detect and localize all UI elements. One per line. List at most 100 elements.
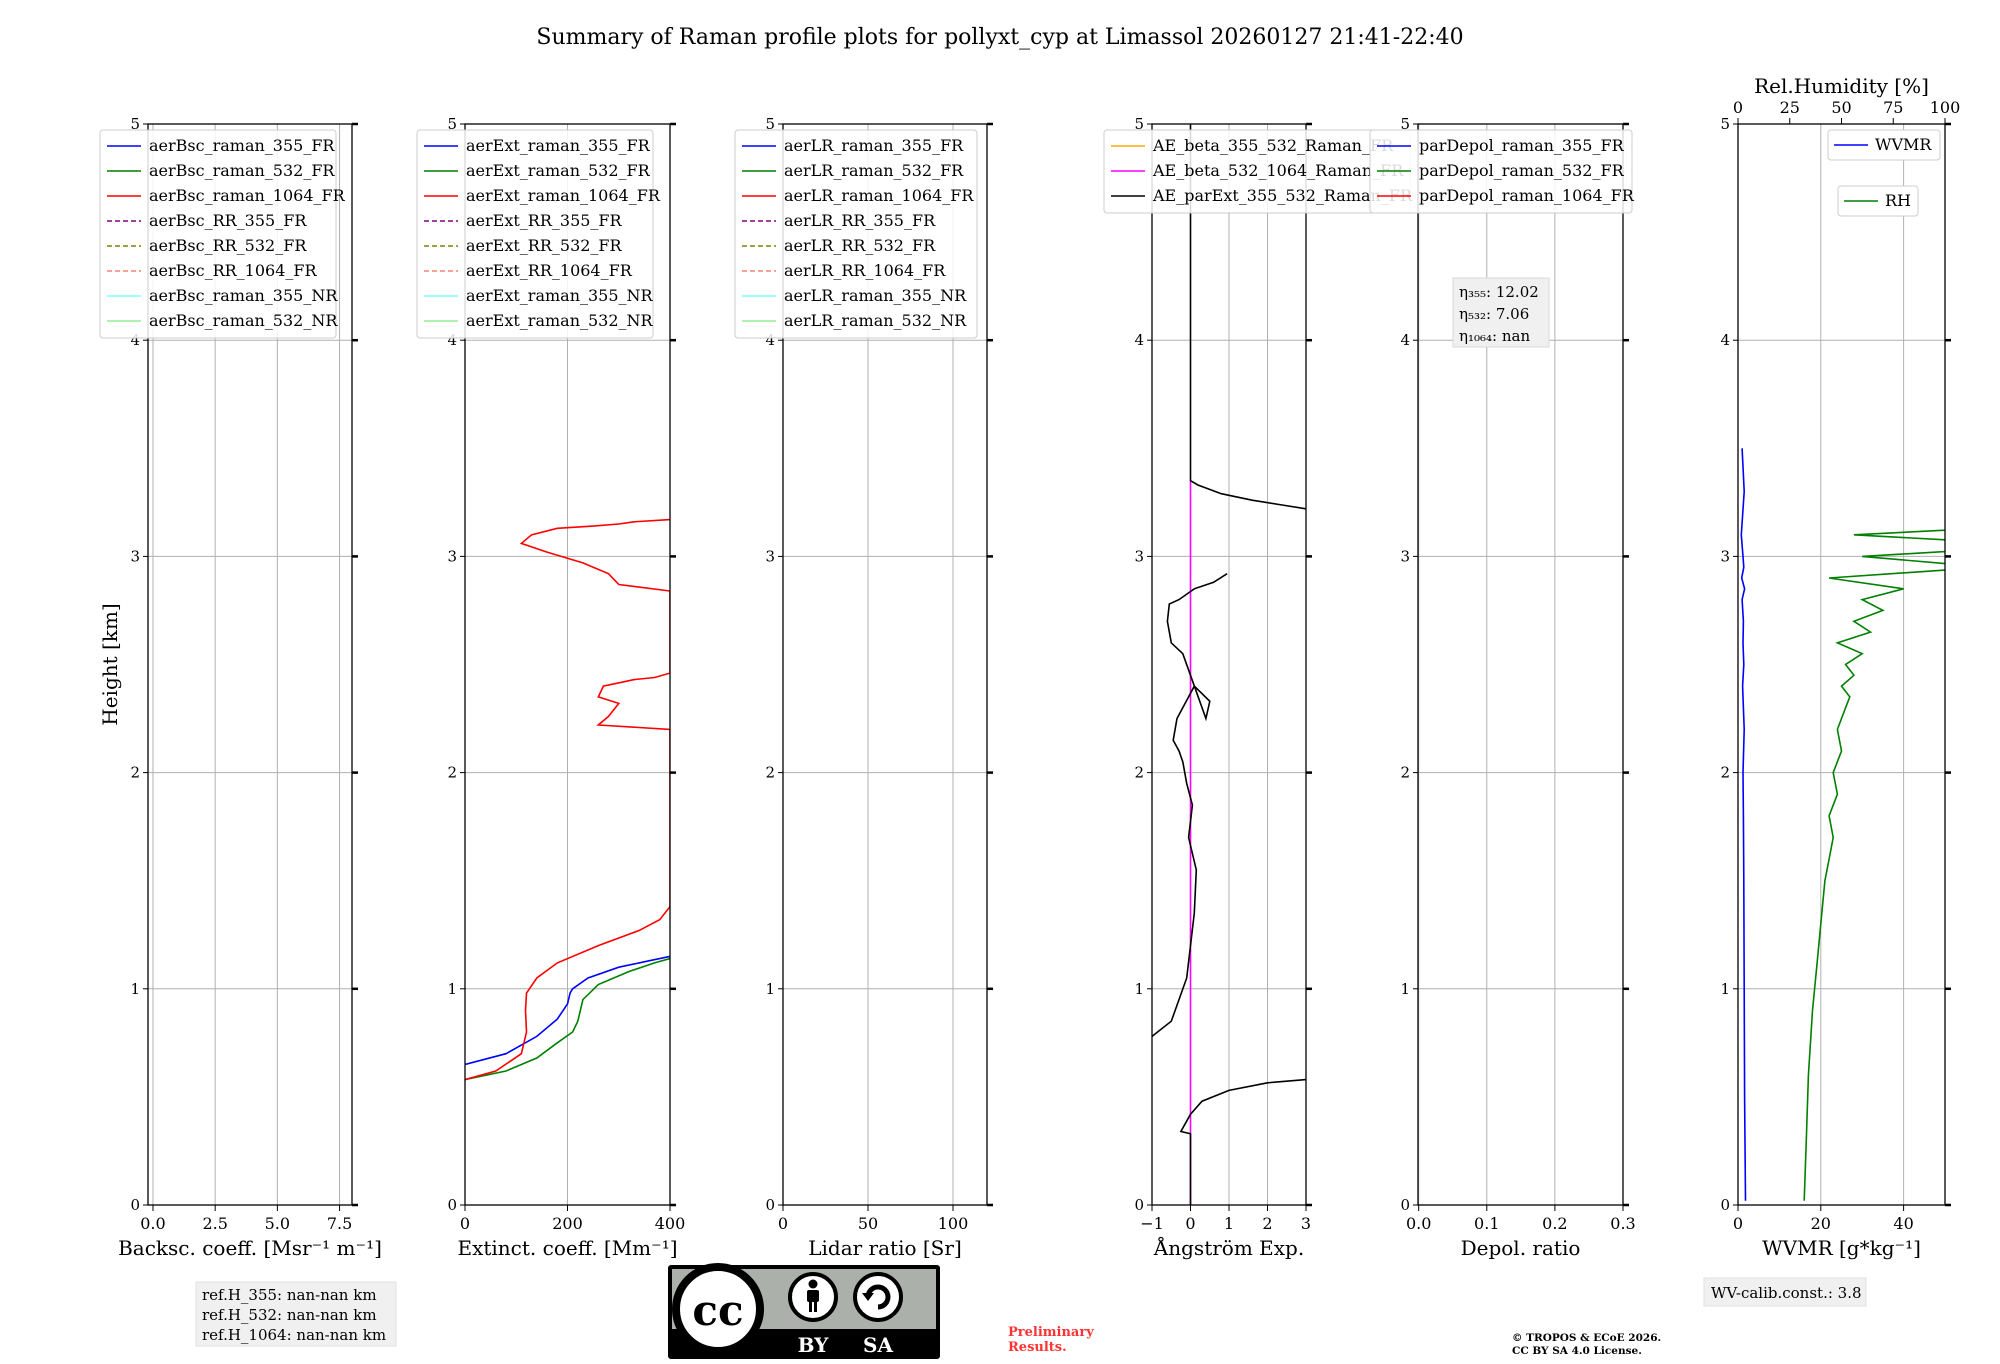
legend-label: aerLR_RR_532_FR bbox=[784, 236, 936, 255]
y-tick-label: 1 bbox=[765, 980, 775, 998]
y-tick-label: 5 bbox=[130, 115, 140, 133]
eta-box: η₃₅₅: 12.02 η₅₃₂: 7.06 η₁₀₆₄: nan bbox=[1452, 277, 1550, 348]
legend-label: AE_beta_355_532_Raman_FR bbox=[1152, 136, 1394, 155]
y-tick-label: 4 bbox=[1720, 331, 1730, 349]
wv-calib-text: WV-calib.const.: 3.8 bbox=[1711, 1284, 1862, 1302]
legend: AE_beta_355_532_Raman_FR AE_beta_532_1064… bbox=[1103, 129, 1413, 214]
series-line-AE_parExt_355_532_Raman_FR bbox=[1152, 573, 1228, 1038]
cc-logo-text: cc bbox=[692, 1286, 743, 1335]
by-person-icon bbox=[788, 1272, 838, 1322]
series-line-aerExt_raman_1064_FR bbox=[465, 518, 670, 1081]
legend-label: aerLR_raman_532_NR bbox=[784, 311, 967, 330]
legend-label: parDepol_raman_532_FR bbox=[1419, 161, 1625, 180]
y-axis-label: Height [km] bbox=[98, 603, 122, 725]
y-tick-label: 1 bbox=[447, 980, 457, 998]
eta-532-text: η₅₃₂: 7.06 bbox=[1459, 305, 1529, 323]
y-tick-label: 4 bbox=[1134, 331, 1144, 349]
y-tick-label: 3 bbox=[1400, 547, 1410, 565]
series-line-AE_parExt_355_532_Raman_FR bbox=[1179, 1078, 1306, 1205]
share-alike-icon bbox=[853, 1272, 903, 1322]
x-tick-label: 0.3 bbox=[1610, 1214, 1635, 1233]
panel-wv: 0 20 40 0 1 2 3 4 5 WVMR [g*kg⁻¹] 0 25 50 75 100Rel.Hu… bbox=[1720, 74, 1960, 1260]
cc-logo-icon bbox=[672, 1263, 764, 1355]
y-tick-label: 3 bbox=[447, 547, 457, 565]
x-tick-label: 50 bbox=[858, 1214, 878, 1233]
ref-h-532: ref.H_532: nan-nan km bbox=[202, 1306, 377, 1324]
series-line-aerExt_raman_532_FR bbox=[465, 957, 670, 1081]
y-tick-label: 2 bbox=[1400, 764, 1410, 782]
legend-label: WVMR bbox=[1875, 135, 1932, 154]
top-x-axis-label: Rel.Humidity [%] bbox=[1754, 74, 1929, 98]
axes-frame bbox=[147, 123, 353, 1206]
x-tick-label: 7.5 bbox=[327, 1214, 352, 1233]
legend-label: aerBsc_RR_355_FR bbox=[149, 211, 307, 230]
y-tick-label: 3 bbox=[130, 547, 140, 565]
y-tick-label: 4 bbox=[1400, 331, 1410, 349]
x-tick-label: 40 bbox=[1893, 1214, 1913, 1233]
legend-label: aerBsc_raman_355_FR bbox=[149, 136, 335, 155]
axes-frame bbox=[1737, 123, 1946, 1206]
panel-lr: 0 50 100 0 1 2 3 4 5 Lidar ratio [Sr] aerLR_raman_… bbox=[734, 115, 993, 1260]
legend-label: aerLR_RR_355_FR bbox=[784, 211, 936, 230]
x-tick-label: 400 bbox=[655, 1214, 686, 1233]
y-tick-label: 4 bbox=[447, 331, 457, 349]
top-x-tick-label: 75 bbox=[1883, 98, 1903, 117]
legend-label: aerExt_raman_532_NR bbox=[466, 311, 654, 330]
copyright-line2: CC BY SA 4.0 License. bbox=[1512, 1345, 1642, 1357]
y-tick-label: 3 bbox=[1134, 547, 1144, 565]
eta-1064-text: η₁₀₆₄: nan bbox=[1459, 327, 1530, 345]
x-tick-label: −1 bbox=[1140, 1214, 1164, 1233]
y-tick-label: 2 bbox=[765, 764, 775, 782]
y-tick-label: 5 bbox=[1400, 115, 1410, 133]
x-tick-label: 1 bbox=[1224, 1214, 1234, 1233]
legend-label: aerLR_raman_355_NR bbox=[784, 286, 967, 305]
preliminary-line2: Results. bbox=[1008, 1340, 1067, 1355]
series-line-AE_parExt_355_532_Raman_FR bbox=[1189, 124, 1306, 510]
y-tick-label: 2 bbox=[447, 764, 457, 782]
series-line-WVMR bbox=[1740, 448, 1747, 1201]
legend-label: aerExt_RR_532_FR bbox=[466, 236, 623, 255]
y-tick-label: 0 bbox=[130, 1196, 140, 1214]
eta-355-text: η₃₅₅: 12.02 bbox=[1459, 283, 1539, 301]
wv-calib-box: WV-calib.const.: 3.8 bbox=[1703, 1277, 1867, 1307]
reference-height-box: ref.H_355: nan-nan km ref.H_532: nan-nan… bbox=[195, 1281, 397, 1347]
panel-ext: 0 200 400 0 1 2 3 4 5 Extinct. coeff. [Mm⁻¹] aerEx… bbox=[416, 115, 686, 1260]
y-tick-label: 0 bbox=[765, 1196, 775, 1214]
legend-label: aerBsc_raman_532_NR bbox=[149, 311, 338, 330]
y-tick-label: 5 bbox=[1134, 115, 1144, 133]
y-tick-label: 5 bbox=[447, 115, 457, 133]
legend-label: aerLR_raman_1064_FR bbox=[784, 186, 974, 205]
y-tick-label: 0 bbox=[1400, 1196, 1410, 1214]
x-tick-label: 0.1 bbox=[1474, 1214, 1499, 1233]
legend-label: aerLR_RR_1064_FR bbox=[784, 261, 946, 280]
y-tick-label: 2 bbox=[130, 764, 140, 782]
y-tick-label: 4 bbox=[765, 331, 775, 349]
x-tick-label: 5.0 bbox=[265, 1214, 290, 1233]
x-tick-label: 0.0 bbox=[140, 1214, 165, 1233]
legend-label: aerExt_raman_1064_FR bbox=[466, 186, 661, 205]
y-tick-label: 0 bbox=[1720, 1196, 1730, 1214]
axes-frame bbox=[1417, 123, 1624, 1206]
y-tick-label: 2 bbox=[1134, 764, 1144, 782]
legend: aerLR_raman_355_FR aerLR_raman_532_FR aerL… bbox=[734, 129, 978, 339]
sa-label: SA bbox=[863, 1333, 893, 1357]
legend-label: RH bbox=[1885, 191, 1911, 210]
y-tick-label: 1 bbox=[1720, 980, 1730, 998]
top-x-tick-label: 50 bbox=[1831, 98, 1851, 117]
legend-label: aerBsc_RR_1064_FR bbox=[149, 261, 318, 280]
x-axis-label: WVMR [g*kg⁻¹] bbox=[1762, 1236, 1921, 1260]
legend-label: aerExt_raman_355_FR bbox=[466, 136, 651, 155]
x-tick-label: 0 bbox=[1185, 1214, 1195, 1233]
copyright-line1: © TROPOS & ECoE 2026. bbox=[1512, 1332, 1661, 1344]
legend: parDepol_raman_355_FR parDepol_raman_532_… bbox=[1369, 129, 1635, 214]
x-tick-label: 200 bbox=[552, 1214, 583, 1233]
legend-label: AE_beta_532_1064_Raman_FR bbox=[1152, 161, 1404, 180]
axes-frame bbox=[782, 123, 988, 1206]
x-tick-label: 0.0 bbox=[1406, 1214, 1431, 1233]
legend-label: aerBsc_raman_1064_FR bbox=[149, 186, 346, 205]
preliminary-line1: Preliminary bbox=[1008, 1325, 1094, 1340]
x-axis-label: Backsc. coeff. [Msr⁻¹ m⁻¹] bbox=[118, 1236, 382, 1260]
legend-label: aerExt_RR_1064_FR bbox=[466, 261, 633, 280]
